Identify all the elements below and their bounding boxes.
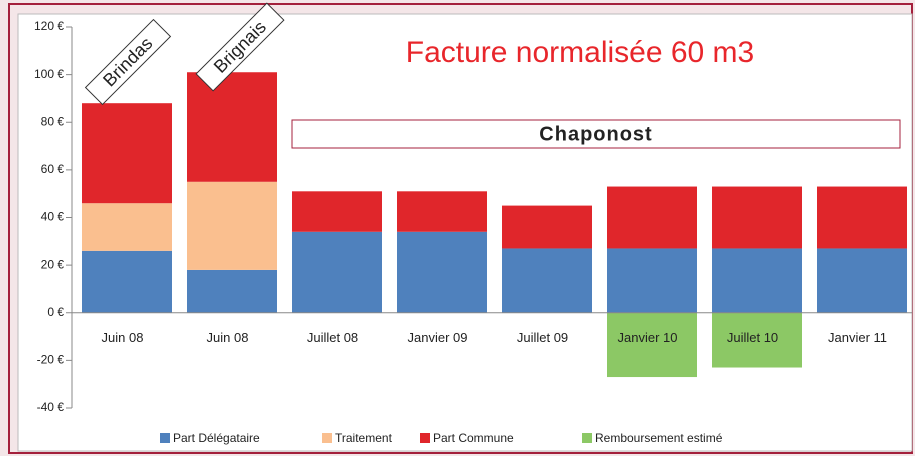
x-tick-label: Juillet 09 [517, 330, 568, 345]
bar-segment [817, 186, 907, 249]
y-tick-label: 0 € [47, 305, 64, 319]
bar-segment [607, 186, 697, 249]
y-tick-label: 20 € [41, 257, 65, 271]
y-tick-label: 40 € [41, 210, 65, 224]
bar-segment [607, 248, 697, 313]
annotation-box [84, 18, 172, 106]
bars [82, 72, 907, 378]
x-tick-label: Juillet 10 [727, 330, 778, 345]
bar-segment [607, 312, 697, 378]
legend-swatch [160, 433, 170, 443]
x-tick-label: Juin 08 [207, 330, 249, 345]
bar-segment [292, 191, 382, 232]
y-tick-label: -20 € [37, 353, 65, 367]
y-tick-label: 80 € [41, 114, 65, 128]
bar-segment [82, 250, 172, 313]
bar-segment [502, 205, 592, 249]
bar-segment [712, 248, 802, 313]
legend-label: Part Délégataire [173, 431, 260, 445]
legend-swatch [420, 433, 430, 443]
legend-swatch [582, 433, 592, 443]
bar-segment [187, 72, 277, 182]
bar-segment [82, 103, 172, 204]
legend-label: Remboursement estimé [595, 431, 723, 445]
bar-segment [187, 269, 277, 313]
bar-segment [397, 191, 487, 232]
legend-label: Traitement [335, 431, 393, 445]
bar-segment [502, 248, 592, 313]
bar-segment [82, 203, 172, 251]
y-tick-label: 100 € [34, 67, 64, 81]
x-tick-label: Juillet 08 [307, 330, 358, 345]
annotation-box [195, 2, 285, 92]
y-tick-label: -40 € [37, 400, 65, 414]
chart-title: Facture normalisée 60 m3 [406, 36, 755, 69]
annotation-box [291, 119, 901, 149]
x-tick-label: Juin 08 [102, 330, 144, 345]
legend-label: Part Commune [433, 431, 514, 445]
legend-swatch [322, 433, 332, 443]
annotation-label: Chaponost [539, 123, 652, 145]
x-tick-label: Janvier 11 [828, 330, 887, 345]
x-tick-label: Janvier 10 [618, 330, 678, 345]
y-tick-label: 120 € [34, 19, 64, 33]
bar-segment [397, 231, 487, 313]
bar-segment [712, 312, 802, 368]
bar-segment [292, 231, 382, 313]
x-tick-label: Janvier 09 [408, 330, 468, 345]
bar-segment [712, 186, 802, 249]
bar-segment [187, 181, 277, 270]
y-tick-label: 60 € [41, 162, 65, 176]
bar-segment [817, 248, 907, 313]
